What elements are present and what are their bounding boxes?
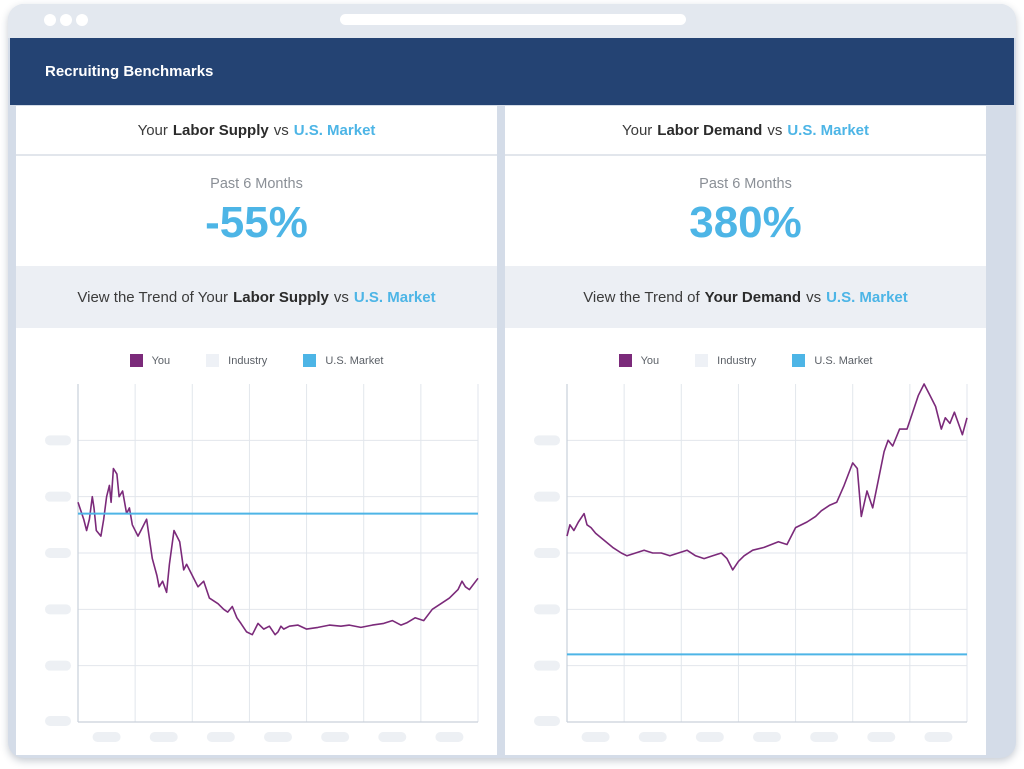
y-tick-label	[534, 435, 560, 446]
title-metric: Labor Supply	[172, 121, 269, 139]
y-tick-label	[45, 435, 71, 446]
page-title: Recruiting Benchmarks	[45, 63, 214, 80]
title-metric: Labor Demand	[657, 121, 763, 139]
you-swatch-icon	[129, 354, 143, 367]
y-tick-label	[534, 548, 560, 558]
trend-market: U.S. Market	[826, 288, 908, 306]
x-tick-label	[924, 732, 953, 742]
legend-label: U.S. Market	[325, 354, 384, 367]
trend-heading: View the Trend of Your Demand vs U.S. Ma…	[505, 266, 986, 328]
market-swatch-icon	[792, 354, 806, 367]
y-tick-label	[45, 548, 71, 558]
title-vs: vs	[273, 121, 289, 139]
title-market: U.S. Market	[787, 121, 870, 139]
labor-demand-panel: Your Labor Demand vs U.S. Market Past 6 …	[505, 106, 986, 755]
industry-swatch-icon	[695, 354, 709, 367]
x-tick-label	[149, 732, 178, 742]
legend-label: You	[640, 354, 660, 367]
x-tick-label	[378, 732, 407, 742]
panel-title: Your Labor Supply vs U.S. Market	[16, 106, 497, 156]
you-swatch-icon	[618, 354, 632, 367]
legend-you[interactable]: You	[129, 354, 171, 367]
legend-industry[interactable]: Industry	[206, 354, 267, 367]
y-tick-label	[45, 660, 71, 671]
legend-label: You	[151, 354, 171, 367]
stat-label: Past 6 Months	[699, 176, 792, 192]
legend-label: U.S. Market	[814, 354, 873, 367]
trend-market: U.S. Market	[353, 288, 436, 306]
x-tick-label	[264, 732, 292, 742]
legend-label: Industry	[228, 354, 268, 367]
trend-metric: Labor Supply	[233, 288, 329, 306]
legend-label: Industry	[717, 354, 757, 367]
x-tick-label	[753, 732, 781, 742]
labor-demand-chart	[534, 383, 968, 742]
trend-prefix: View the Trend of Your	[77, 288, 229, 306]
window-dot-icon[interactable]	[76, 14, 88, 26]
trend-vs: vs	[333, 288, 349, 306]
trend-vs: vs	[806, 288, 822, 306]
trend-metric: Your Demand	[704, 288, 802, 306]
x-tick-label	[435, 732, 464, 742]
y-tick-label	[534, 660, 560, 671]
x-tick-label	[810, 732, 839, 742]
y-tick-label	[534, 716, 560, 726]
y-tick-label	[45, 491, 71, 502]
window-dot-icon[interactable]	[44, 14, 56, 26]
trend-prefix: View the Trend of	[583, 288, 700, 306]
market-swatch-icon	[303, 354, 317, 367]
x-tick-label	[321, 732, 350, 742]
stat-value: 380%	[689, 198, 802, 247]
x-tick-label	[206, 732, 235, 742]
series-you-line	[77, 467, 479, 636]
chart-legend: You Industry U.S. Market	[505, 354, 986, 367]
x-tick-label	[581, 732, 610, 742]
title-market: U.S. Market	[293, 121, 376, 139]
address-bar[interactable]	[340, 14, 686, 25]
labor-supply-panel: Your Labor Supply vs U.S. Market Past 6 …	[16, 106, 497, 755]
panel-title: Your Labor Demand vs U.S. Market	[505, 106, 986, 156]
stat-label: Past 6 Months	[210, 176, 303, 192]
legend-you[interactable]: You	[618, 354, 660, 367]
stat-block: Past 6 Months 380%	[505, 156, 986, 266]
series-you-line	[566, 383, 968, 571]
y-tick-label	[534, 491, 560, 502]
title-vs: vs	[767, 121, 783, 139]
title-prefix: Your	[621, 121, 653, 139]
y-tick-label	[534, 604, 560, 615]
app-header: Recruiting Benchmarks	[10, 38, 1014, 105]
x-tick-label	[92, 732, 121, 742]
legend-market[interactable]: U.S. Market	[303, 354, 383, 367]
legend-industry[interactable]: Industry	[695, 354, 756, 367]
x-tick-label	[695, 732, 724, 742]
legend-market[interactable]: U.S. Market	[792, 354, 872, 367]
title-prefix: Your	[137, 121, 168, 139]
stat-value: -55%	[205, 198, 308, 247]
browser-titlebar	[8, 4, 1016, 38]
industry-swatch-icon	[206, 354, 220, 367]
x-tick-label	[867, 732, 896, 742]
stat-block: Past 6 Months -55%	[16, 156, 497, 266]
y-tick-label	[45, 604, 71, 615]
x-tick-label	[638, 732, 667, 742]
labor-supply-chart	[45, 384, 479, 742]
y-tick-label	[45, 716, 71, 726]
chart-legend: You Industry U.S. Market	[16, 354, 497, 367]
window-dot-icon[interactable]	[60, 14, 72, 26]
trend-heading: View the Trend of Your Labor Supply vs U…	[16, 266, 497, 328]
